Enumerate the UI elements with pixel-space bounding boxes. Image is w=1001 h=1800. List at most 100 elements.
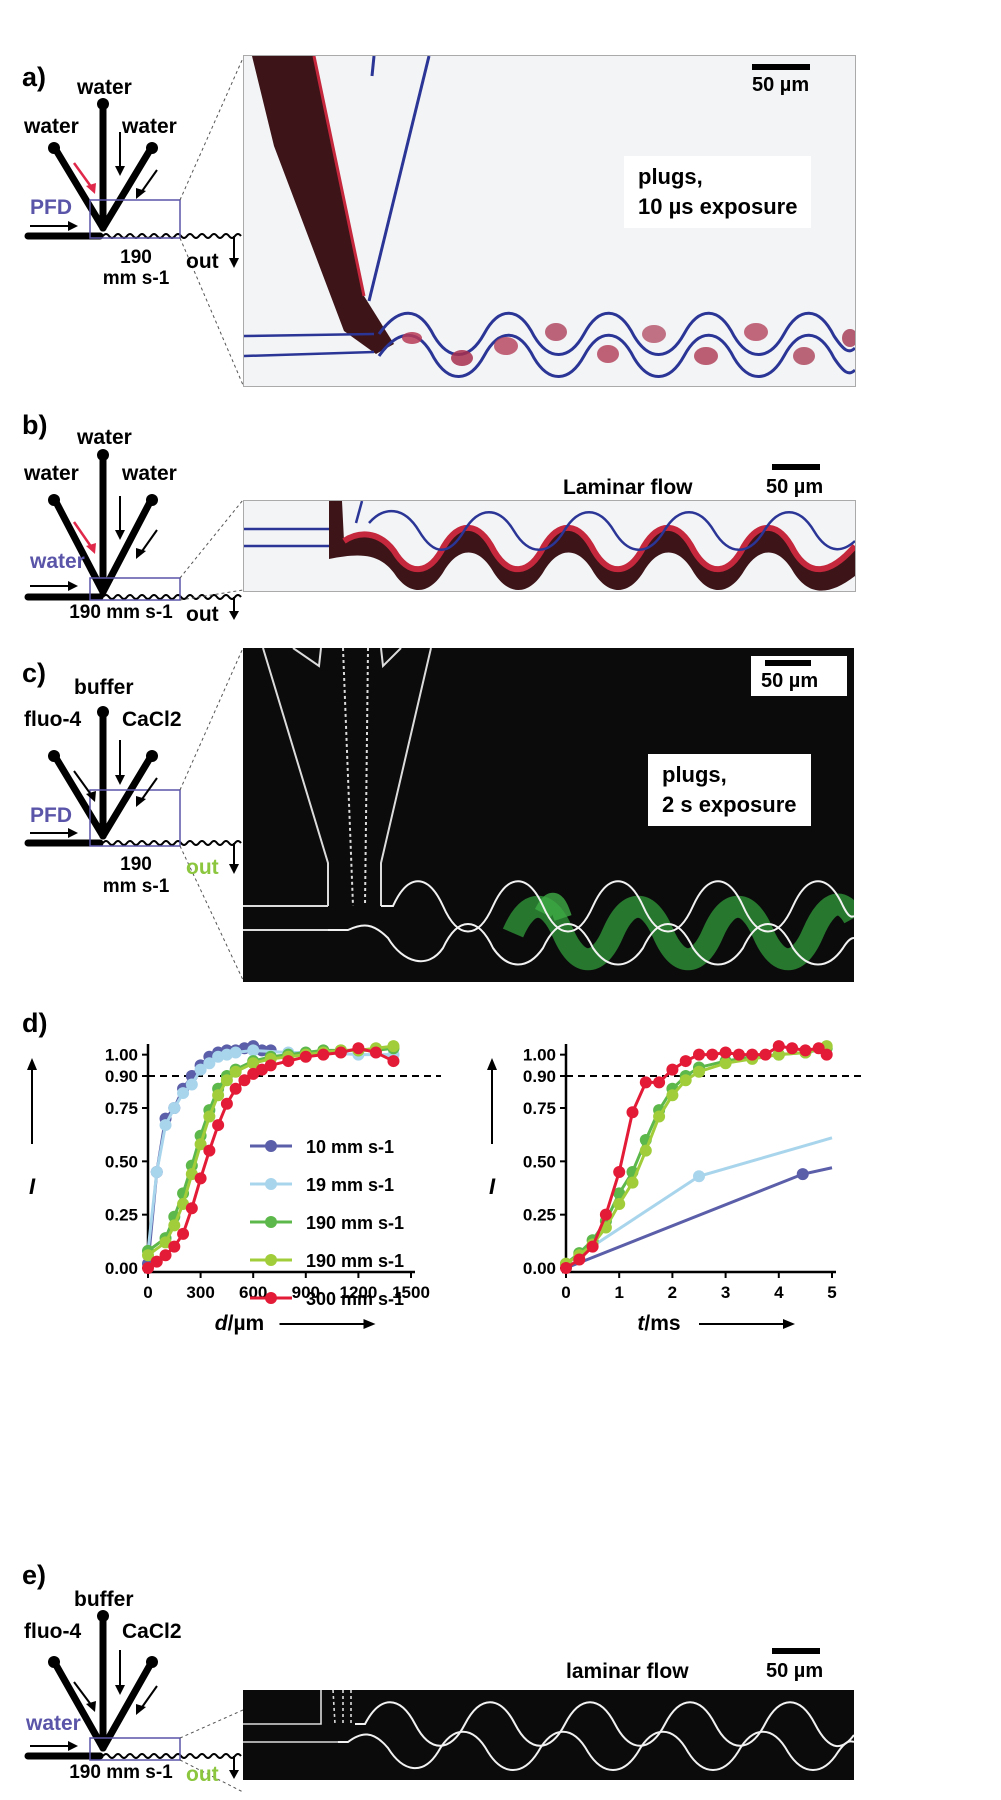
plug: [597, 345, 619, 363]
data-point: [177, 1087, 190, 1100]
data-point: [352, 1042, 365, 1055]
data-point: [203, 1057, 216, 1070]
legend-marker: [265, 1254, 277, 1266]
data-point: [334, 1046, 347, 1059]
y-axis-arrowhead: [27, 1058, 37, 1070]
zoom-box: [89, 1737, 181, 1761]
panel-b-label: b): [22, 410, 48, 440]
legend-label: 190 mm s-1: [306, 1251, 404, 1271]
laminar-flow-title: laminar flow: [566, 1660, 689, 1683]
data-point: [719, 1046, 732, 1059]
data-point: [194, 1063, 207, 1076]
exposure-line1: plugs,: [638, 164, 703, 189]
x-axis-arrowhead: [783, 1319, 795, 1329]
data-point: [159, 1119, 172, 1132]
series-line: [565, 1136, 833, 1265]
inlet-label-top: buffer: [74, 676, 134, 699]
scale-bar: [772, 464, 820, 470]
data-point: [679, 1074, 692, 1087]
zoom-box: [89, 577, 181, 601]
y-axis-label: I: [29, 1174, 36, 1199]
y-tick-label: 0.50: [105, 1152, 138, 1171]
flow-arrow-right: [139, 169, 158, 195]
plug: [694, 347, 718, 365]
data-point: [796, 1168, 809, 1181]
data-point: [387, 1040, 400, 1053]
x-tick-label: 1200: [339, 1283, 377, 1302]
inlet-label-top: buffer: [74, 1588, 134, 1611]
data-point: [786, 1042, 799, 1055]
data-point: [586, 1240, 599, 1253]
x-axis-arrowhead: [363, 1319, 376, 1329]
y-tick-label: 0.75: [105, 1099, 138, 1118]
y-axis-label: I: [489, 1174, 496, 1199]
y-tick-label: 0.50: [523, 1152, 556, 1171]
data-point: [613, 1187, 626, 1200]
inlet-label-left: water: [24, 115, 79, 138]
y-tick-label: 0.25: [105, 1206, 138, 1225]
legend-marker: [265, 1178, 277, 1190]
scale-bar: [765, 660, 811, 666]
flow-speed-line1: 190: [120, 854, 152, 875]
y-axis-arrowhead: [487, 1058, 497, 1070]
x-tick-label: 0: [561, 1283, 570, 1302]
data-point: [220, 1074, 233, 1087]
scale-label: 50 µm: [766, 1660, 824, 1682]
flow-speed-line1: 190: [120, 247, 152, 268]
inlet-reservoir-left: [48, 142, 60, 154]
micrograph-c: 50 µm plugs, 2 s exposure: [243, 648, 854, 982]
carrier-label: water: [26, 1712, 81, 1735]
micrograph-a: 50 µm plugs, 10 µs exposure: [243, 55, 856, 387]
panel-a-chip-schematic: [24, 57, 252, 386]
data-point: [599, 1208, 612, 1221]
data-point: [772, 1040, 785, 1053]
plug: [494, 337, 518, 355]
x-tick-label: 1500: [392, 1283, 430, 1302]
data-point: [626, 1176, 639, 1189]
data-point: [229, 1082, 242, 1095]
y-tick-label: 0.25: [523, 1206, 556, 1225]
x-tick-label: 2: [668, 1283, 677, 1302]
plug: [402, 332, 422, 344]
data-point: [185, 1078, 198, 1091]
panel-e-chip-schematic: [24, 1610, 244, 1793]
data-point: [203, 1110, 216, 1123]
data-point: [168, 1102, 181, 1114]
data-point: [282, 1055, 295, 1068]
data-point: [693, 1048, 705, 1061]
y-tick-label: 0.90: [523, 1067, 556, 1086]
data-point: [820, 1048, 833, 1061]
data-point: [613, 1198, 626, 1210]
plug: [744, 323, 768, 341]
data-point: [759, 1048, 772, 1061]
legend-label: 190 mm s-1: [306, 1213, 404, 1233]
flow-speed-line2: mm s-1: [102, 268, 170, 289]
x-tick-label: 900: [292, 1283, 320, 1302]
scale-label: 50 µm: [766, 476, 824, 498]
outlet-label: out: [186, 250, 219, 273]
serpentine-channel: [102, 594, 242, 600]
data-point: [679, 1055, 692, 1068]
inlet-label-left: fluo-4: [24, 1620, 82, 1643]
carrier-label: water: [30, 550, 85, 573]
x-tick-label: 1: [614, 1283, 623, 1302]
outlet-label: out: [186, 1763, 219, 1786]
data-point: [194, 1172, 207, 1185]
panel-a-label: a): [22, 62, 47, 92]
plug: [842, 329, 855, 347]
x-axis-label: d/µm: [215, 1312, 264, 1335]
scale-label: 50 µm: [752, 74, 810, 96]
zoom-box: [89, 789, 181, 847]
data-point: [177, 1227, 190, 1240]
data-point: [706, 1048, 719, 1061]
data-point: [247, 1044, 260, 1057]
zoom-box: [89, 199, 181, 239]
exposure-callout: plugs, 2 s exposure: [648, 754, 811, 826]
panel-c-label: c): [22, 658, 47, 688]
data-point: [613, 1166, 626, 1178]
exposure-line1: plugs,: [662, 762, 727, 787]
y-tick-label: 1.00: [523, 1046, 556, 1065]
data-point: [639, 1076, 652, 1089]
data-point: [229, 1046, 242, 1059]
data-point: [369, 1046, 382, 1059]
